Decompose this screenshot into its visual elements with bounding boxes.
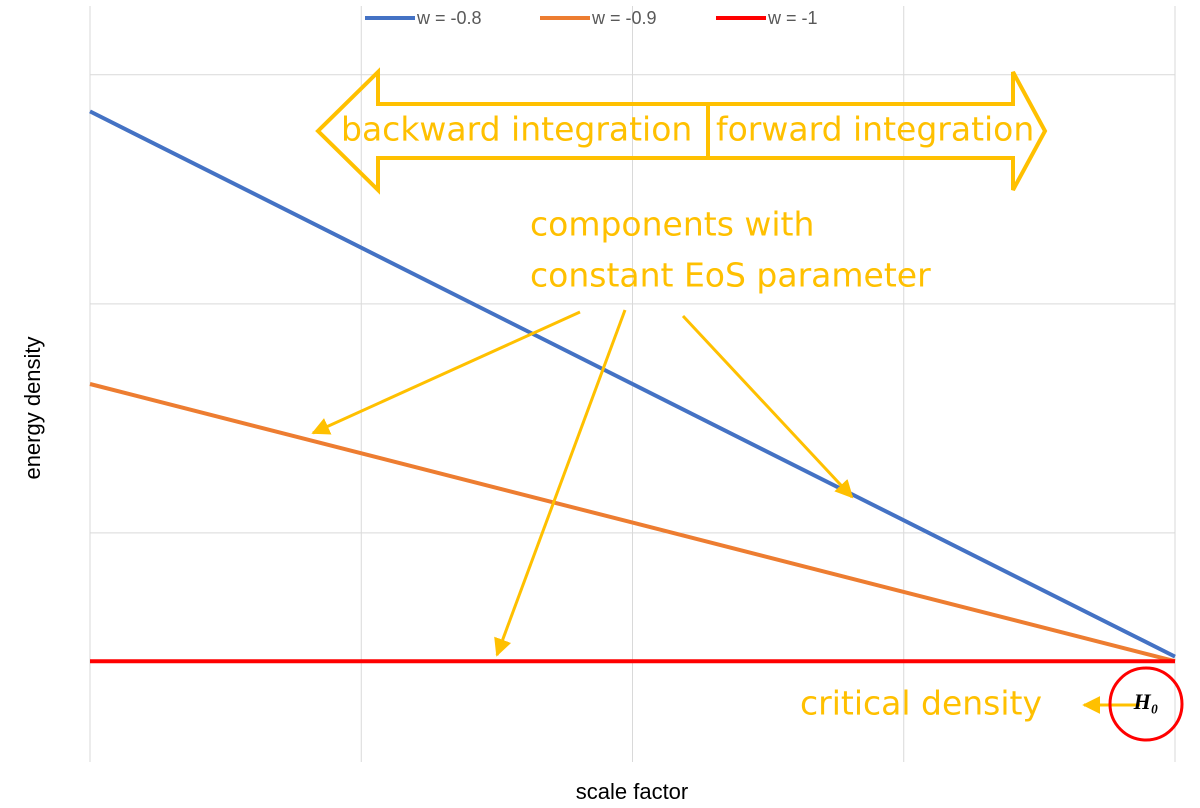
annotation: critical density — [800, 684, 1042, 723]
series-line — [89, 109, 1176, 659]
pointer-arrow — [681, 314, 854, 499]
x-axis-label: scale factor — [576, 779, 689, 804]
legend-label: w = -0.9 — [591, 8, 657, 28]
h0-circle — [1108, 666, 1184, 742]
integration-arrow — [315, 67, 1048, 195]
series-lines — [89, 109, 1176, 664]
double-arrow — [315, 67, 1048, 195]
y-axis-label: energy density — [20, 336, 45, 479]
pointer-arrows — [311, 309, 1140, 714]
pointer-arrow — [494, 309, 627, 657]
annotation: forward integration — [716, 110, 1034, 149]
legend-label: w = -0.8 — [416, 8, 482, 28]
series-line — [89, 382, 1176, 664]
pointer-arrow — [311, 310, 581, 435]
legend-label: w = -1 — [767, 8, 818, 28]
annotation: backward integration — [341, 110, 692, 149]
annotation: constant EoS parameter — [530, 256, 931, 295]
legend: w = -0.8 w = -0.9 w = -1 — [365, 8, 818, 28]
h0-label: H₀ — [1133, 689, 1159, 714]
annotation: components with — [530, 205, 814, 244]
